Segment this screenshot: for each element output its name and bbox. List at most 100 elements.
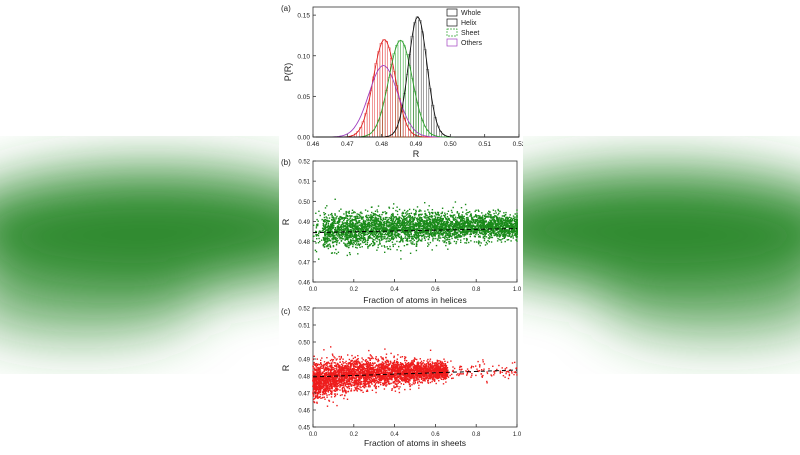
scatter-point [441, 231, 442, 232]
legend-entry: Sheet [461, 30, 479, 37]
scatter-point [510, 226, 511, 227]
scatter-point [493, 213, 494, 214]
scatter-point [419, 217, 420, 218]
scatter-point [392, 242, 393, 243]
scatter-point [449, 224, 450, 225]
scatter-point [447, 213, 448, 214]
scatter-point [345, 226, 346, 227]
scatter-point [485, 218, 486, 219]
scatter-point [405, 212, 406, 213]
scatter-point [397, 221, 398, 222]
scatter-point [385, 227, 386, 228]
scatter-point [355, 218, 356, 219]
scatter-point [401, 383, 402, 384]
scatter-point [428, 212, 429, 213]
scatter-point [475, 375, 476, 376]
scatter-point [452, 234, 453, 235]
scatter-point [338, 252, 339, 253]
scatter-point [343, 233, 344, 234]
scatter-point [358, 226, 359, 227]
scatter-point [326, 238, 327, 239]
scatter-point [420, 233, 421, 234]
scatter-point [429, 234, 430, 235]
scatter-point [324, 397, 325, 398]
scatter-point [397, 226, 398, 227]
scatter-point [379, 232, 380, 233]
scatter-point [466, 209, 467, 210]
scatter-point [471, 230, 472, 231]
scatter-point [389, 238, 390, 239]
scatter-point [437, 218, 438, 219]
scatter-point [486, 242, 487, 243]
legend-swatch [447, 39, 457, 46]
scatter-point [484, 227, 485, 228]
scatter-point [414, 235, 415, 236]
scatter-point [439, 221, 440, 222]
scatter-point [405, 227, 406, 228]
scatter-point [482, 359, 483, 360]
scatter-point [410, 240, 411, 241]
scatter-point [409, 238, 410, 239]
scatter-point [461, 214, 462, 215]
scatter-point [385, 228, 386, 229]
scatter-point [388, 240, 389, 241]
scatter-point [421, 238, 422, 239]
scatter-point [493, 223, 494, 224]
scatter-point [364, 242, 365, 243]
scatter-point [395, 234, 396, 235]
scatter-point [423, 234, 424, 235]
scatter-point [459, 224, 460, 225]
scatter-point [480, 217, 481, 218]
scatter-point [429, 233, 430, 234]
scatter-point [450, 215, 451, 216]
scatter-point [494, 223, 495, 224]
scatter-point [455, 243, 456, 244]
scatter-point [498, 365, 499, 366]
scatter-point [475, 232, 476, 233]
scatter-point [438, 222, 439, 223]
scatter-point [511, 230, 512, 231]
scatter-point [405, 225, 406, 226]
scatter-point [428, 222, 429, 223]
scatter-point [444, 238, 445, 239]
scatter-point [333, 219, 334, 220]
scatter-point [324, 239, 325, 240]
scatter-point [347, 228, 348, 229]
scatter-point [411, 233, 412, 234]
scatter-point [392, 234, 393, 235]
scatter-point [367, 211, 368, 212]
scatter-point [507, 226, 508, 227]
scatter-point [359, 389, 360, 390]
scatter-point [464, 231, 465, 232]
scatter-point [411, 360, 412, 361]
scatter-point [495, 220, 496, 221]
scatter-point [405, 235, 406, 236]
scatter-point [432, 227, 433, 228]
scatter-point [421, 219, 422, 220]
scatter-point [396, 223, 397, 224]
scatter-point [462, 233, 463, 234]
scatter-point [499, 224, 500, 225]
scatter-point [410, 216, 411, 217]
y-tick-label: 0.46 [298, 281, 310, 287]
scatter-point [511, 220, 512, 221]
scatter-point [346, 246, 347, 247]
scatter-point [503, 236, 504, 237]
scatter-point [457, 224, 458, 225]
scatter-point [437, 238, 438, 239]
scatter-point [460, 225, 461, 226]
scatter-point [316, 235, 317, 236]
scatter-point [388, 225, 389, 226]
scatter-point [352, 240, 353, 241]
scatter-point [324, 217, 325, 218]
scatter-point [513, 237, 514, 238]
scatter-point [439, 228, 440, 229]
scatter-point [352, 234, 353, 235]
histogram-bar [408, 66, 411, 137]
scatter-point [380, 218, 381, 219]
scatter-point [430, 229, 431, 230]
scatter-point [431, 216, 432, 217]
scatter-point [328, 221, 329, 222]
scatter-point [378, 226, 379, 227]
scatter-point [471, 366, 472, 367]
